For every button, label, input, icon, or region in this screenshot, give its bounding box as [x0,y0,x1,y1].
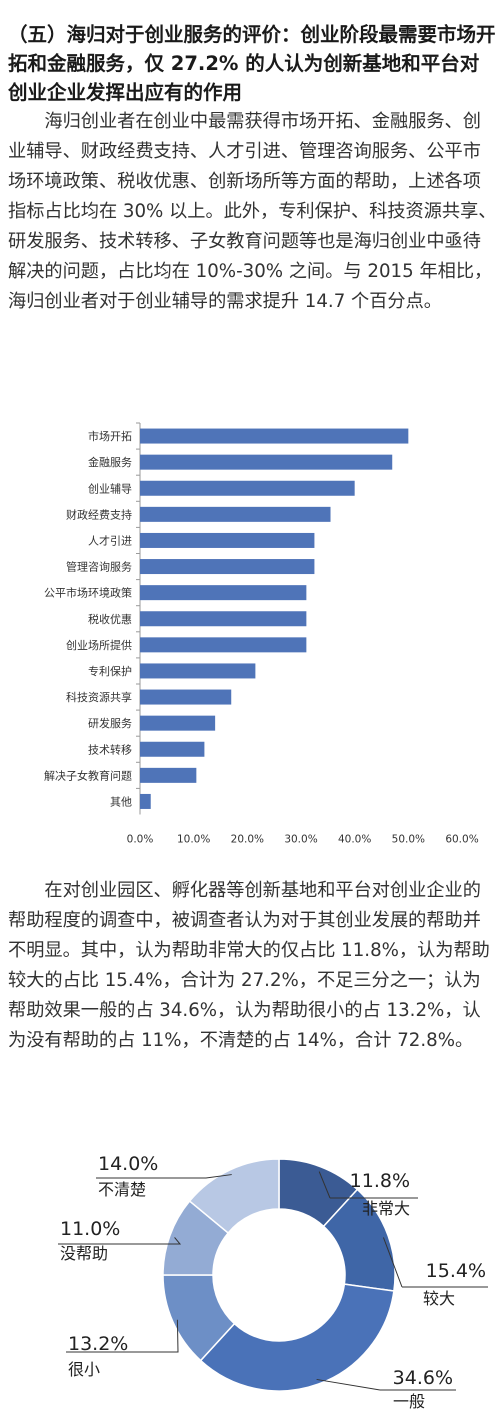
donut-slice-5 [188,1158,280,1234]
donut-category-label: 没帮助 [60,1244,108,1263]
bar-5 [140,559,315,575]
donut-category-label: 很小 [68,1360,100,1379]
bar-7 [140,611,307,627]
bar-category-label: 市场开拓 [88,429,132,443]
x-tick-label: 20.0% [231,834,264,846]
donut-value-label: 11.8% [350,1170,410,1192]
bar-4 [140,532,315,548]
bar-6 [140,585,307,601]
bar-category-label: 税收优惠 [88,612,132,626]
bar-12 [140,741,205,757]
donut-leader-line [382,1237,488,1288]
bar-category-label: 技术转移 [88,742,132,756]
x-tick-label: 40.0% [338,834,371,846]
donut-category-label: 一般 [393,1392,425,1410]
bar-category-label: 专利保护 [88,664,132,678]
bar-14 [140,793,151,809]
donut-leader-line [96,1174,232,1179]
bar-11 [140,715,216,731]
donut-leader-line [318,1171,418,1199]
paragraph-help-degree: 在对创业园区、孵化器等创新基地和平台对创业企业的帮助程度的调查中，被调查者认为对… [8,880,490,1051]
donut-category-label: 不清楚 [98,1180,146,1199]
bar-category-label: 财政经费支持 [66,507,132,521]
bar-1 [140,454,393,470]
bar-9 [140,663,256,679]
bar-category-label: 金融服务 [88,455,132,469]
demand-bar-chart: 市场开拓金融服务创业辅导财政经费支持人才引进管理咨询服务公平市场环境政策税收优惠… [44,422,479,846]
donut-value-label: 13.2% [68,1333,128,1355]
bar-category-label: 创业辅导 [88,481,132,495]
bar-category-label: 人才引进 [88,533,132,547]
bar-category-label: 其他 [110,795,132,808]
donut-category-label: 非常大 [362,1199,410,1218]
bar-category-label: 创业场所提供 [66,638,132,652]
x-tick-label: 10.0% [177,834,210,846]
x-tick-label: 60.0% [445,834,478,846]
bar-3 [140,506,331,522]
bar-category-label: 公平市场环境政策 [44,586,132,600]
help-degree-donut-chart: 11.8% 非常大 15.4% 较大 34.6% 一般 13.2% 很小 11.0% 没帮助 14.… [58,1153,488,1410]
bar-category-label: 解决子女教育问题 [44,768,132,782]
x-tick-label: 50.0% [392,834,425,846]
donut-value-label: 14.0% [98,1153,158,1175]
donut-value-label: 15.4% [426,1260,486,1282]
section-heading: （五）海归对于创业服务的评价：创业阶段最需要市场开拓和金融服务，仅 27.2% … [8,23,496,104]
bar-category-label: 科技资源共享 [66,690,132,704]
x-tick-label: 30.0% [284,834,317,846]
bar-category-label: 管理咨询服务 [66,560,132,574]
bar-13 [140,767,197,783]
donut-category-label: 较大 [423,1289,455,1308]
x-tick-label: 0.0% [127,834,154,846]
donut-value-label: 34.6% [393,1367,453,1389]
donut-leader-line [66,1319,179,1353]
donut-leader-line [316,1378,456,1391]
donut-slice-2 [199,1283,395,1392]
bar-10 [140,689,232,705]
paragraph-demand: 海归创业者在创业中最需获得市场开拓、金融服务、创业辅导、财政经费支持、人才引进、… [8,111,497,312]
bar-0 [140,428,409,444]
donut-value-label: 11.0% [60,1218,120,1240]
donut-leader-line [58,1237,182,1245]
bar-category-label: 研发服务 [88,716,132,730]
bar-2 [140,480,355,496]
bar-8 [140,637,307,653]
